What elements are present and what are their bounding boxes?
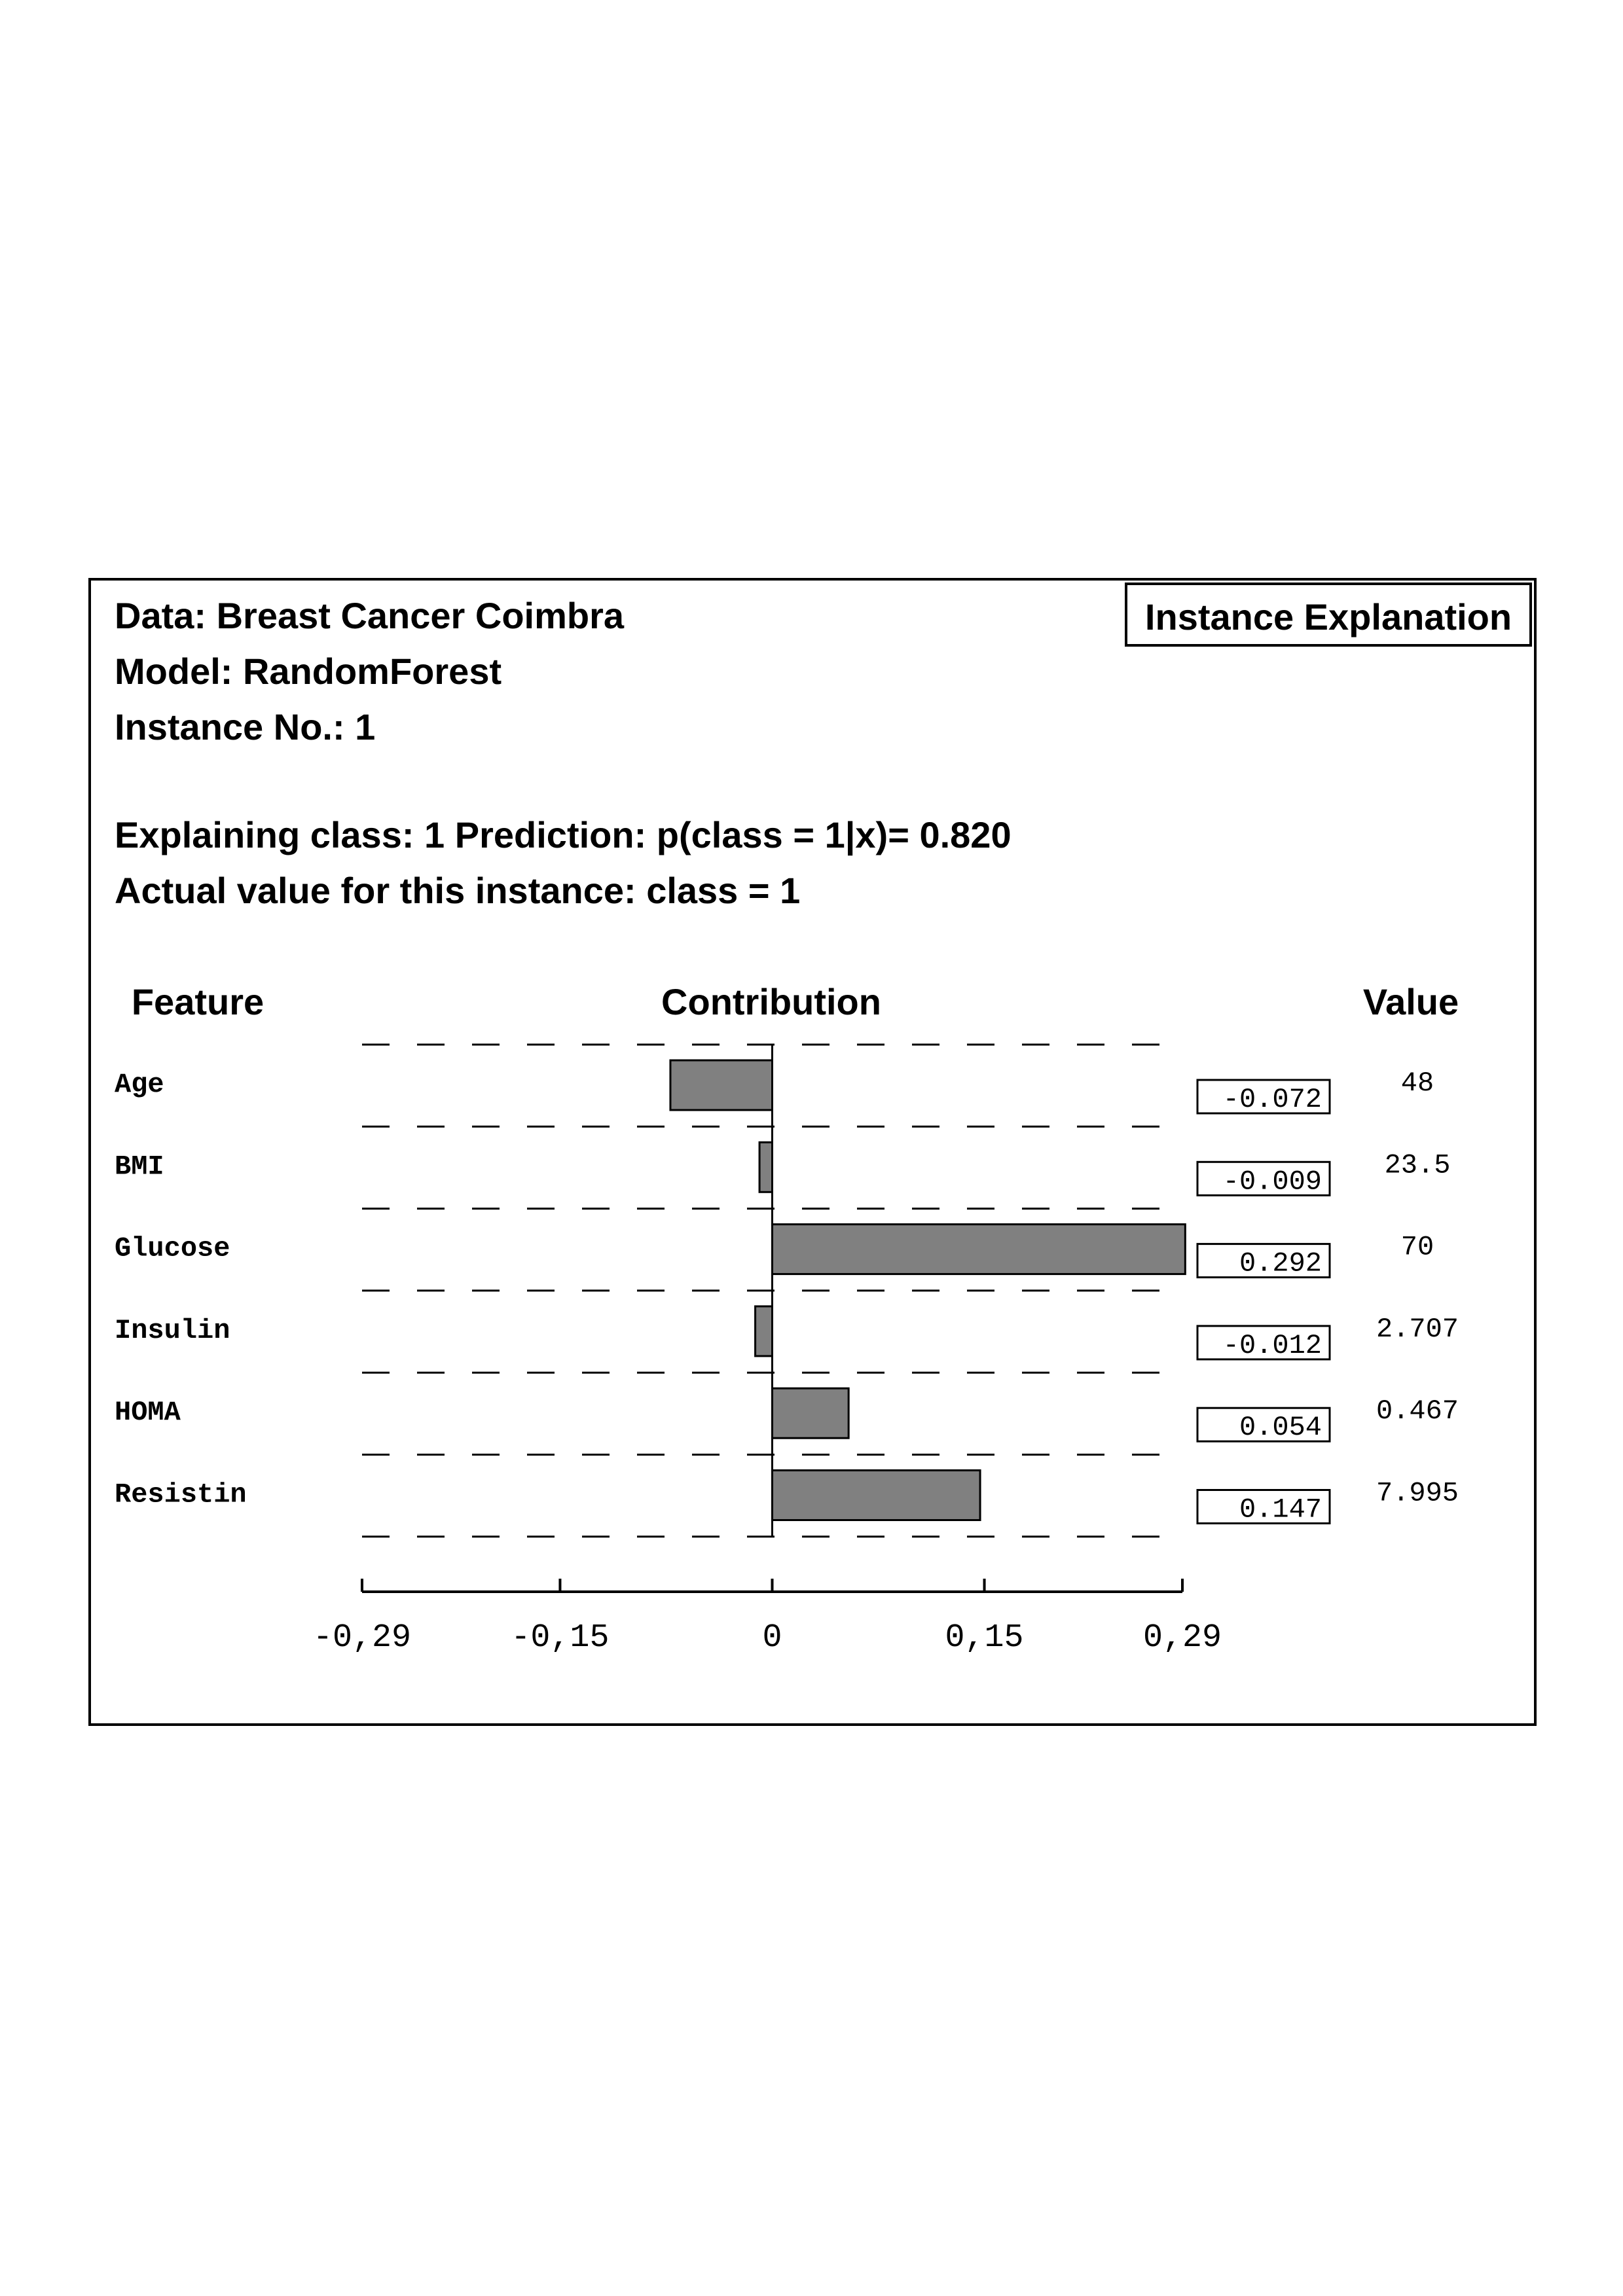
feature-label: Glucose xyxy=(115,1233,230,1265)
contribution-bar xyxy=(754,1305,773,1357)
instance-number: Instance No.: 1 xyxy=(115,706,375,747)
x-axis: -0,29 -0,15 0 0,15 0,29 xyxy=(313,1579,1222,1657)
value-column-header: Value xyxy=(1363,981,1459,1022)
x-tick-label: -0,15 xyxy=(511,1619,609,1657)
contribution-value-label: 0.054 xyxy=(1239,1412,1322,1443)
contribution-value-box xyxy=(1196,1160,1331,1196)
contribution-value-label: -0.012 xyxy=(1223,1330,1322,1361)
contribution-value-label: -0.072 xyxy=(1223,1084,1322,1115)
x-tick-label: 0,29 xyxy=(1143,1619,1222,1657)
instance-explanation-badge: Instance Explanation xyxy=(1145,596,1512,637)
contribution-bar xyxy=(669,1059,774,1111)
contribution-value-box xyxy=(1196,1243,1331,1279)
feature-column-header: Feature xyxy=(132,981,264,1022)
feature-label: Age xyxy=(115,1069,164,1100)
feature-value-label: 7.995 xyxy=(1376,1478,1459,1509)
data-title: Data: Breast Cancer Coimbra xyxy=(115,595,625,636)
contribution-value-box xyxy=(1196,1407,1331,1443)
x-tick-label: -0,29 xyxy=(313,1619,411,1657)
bars xyxy=(669,1059,1186,1521)
contribution-column-header: Contribution xyxy=(661,981,881,1022)
row-labels: Age -0.072 48 BMI -0.009 23.5 Glucose 0.292 70 In… xyxy=(115,1067,1459,1526)
feature-label: HOMA xyxy=(115,1397,181,1428)
x-tick-label: 0,15 xyxy=(945,1619,1024,1657)
contribution-bar xyxy=(771,1223,1186,1276)
contribution-bar xyxy=(758,1141,773,1193)
prediction-line: Explaining class: 1 Prediction: p(class … xyxy=(115,814,1012,856)
feature-value-label: 0.467 xyxy=(1376,1395,1459,1427)
contribution-value-label: 0.292 xyxy=(1239,1248,1322,1280)
feature-label: BMI xyxy=(115,1151,164,1182)
contribution-value-label: -0.009 xyxy=(1223,1166,1322,1197)
contribution-value-box xyxy=(1196,1489,1331,1524)
contribution-bar xyxy=(771,1387,850,1439)
feature-label: Resistin xyxy=(115,1479,247,1511)
instance-explanation-badge-box xyxy=(1125,583,1532,647)
contribution-value-box xyxy=(1196,1325,1331,1361)
feature-value-label: 48 xyxy=(1401,1067,1434,1099)
grid-separators xyxy=(362,1043,1182,1538)
contribution-value-label: 0.147 xyxy=(1239,1494,1322,1526)
feature-value-label: 2.707 xyxy=(1376,1314,1459,1345)
contribution-value-box xyxy=(1196,1079,1331,1115)
x-tick-label: 0 xyxy=(762,1619,782,1657)
feature-value-label: 23.5 xyxy=(1385,1149,1451,1181)
feature-label: Insulin xyxy=(115,1315,230,1346)
model-title: Model: RandomForest xyxy=(115,651,501,692)
figure-frame xyxy=(88,578,1537,1726)
actual-value-line: Actual value for this instance: class = … xyxy=(115,870,800,911)
contribution-bar xyxy=(771,1469,981,1521)
feature-value-label: 70 xyxy=(1401,1232,1434,1263)
